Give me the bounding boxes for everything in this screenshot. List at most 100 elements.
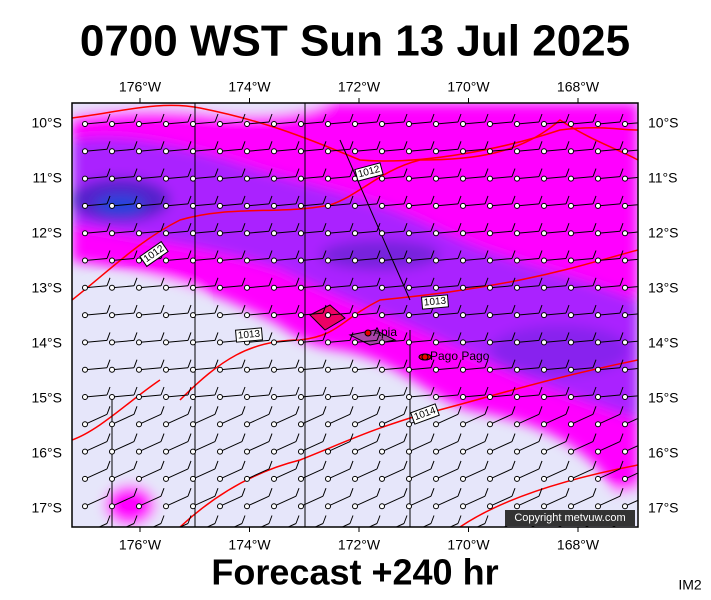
- barb-shaft: [597, 203, 621, 207]
- barb-shaft: [624, 286, 638, 289]
- barb-station: [298, 448, 304, 455]
- barb-station: [217, 257, 223, 264]
- barb-station: [109, 339, 115, 346]
- barb-flag: [268, 386, 273, 396]
- barb-station: [244, 475, 250, 482]
- barb-station: [541, 421, 547, 428]
- barb-station: [487, 202, 493, 209]
- barb-flag: [592, 141, 597, 150]
- barb-shaft: [327, 203, 351, 207]
- barb-shaft: [624, 313, 638, 316]
- barb-shaft: [408, 176, 432, 180]
- barb-shaft: [300, 394, 324, 398]
- barb-flag: [619, 460, 624, 470]
- barb-shaft: [543, 495, 567, 507]
- barb-shaft: [516, 285, 540, 289]
- barb-flag: [376, 515, 381, 524]
- barb-flag: [565, 168, 570, 177]
- barb-shaft: [273, 176, 297, 180]
- barb-flag: [457, 515, 462, 524]
- barb-shaft: [179, 523, 189, 527]
- barb-flag: [241, 168, 246, 177]
- barb-shaft: [246, 203, 270, 207]
- barb-station: [109, 421, 115, 428]
- barb-flag: [565, 359, 570, 368]
- barb-shaft: [84, 148, 108, 152]
- barb-shaft: [206, 523, 216, 527]
- barb-station: [487, 503, 493, 510]
- barb-shaft: [300, 468, 324, 480]
- barb-shaft: [84, 312, 108, 316]
- barb-shaft: [300, 367, 324, 371]
- barb-shaft: [597, 148, 621, 152]
- barb-station: [460, 366, 466, 373]
- barb-shaft: [354, 148, 378, 152]
- barb-flag: [187, 406, 192, 415]
- barb-station: [298, 202, 304, 209]
- lon-label: 174°W: [228, 537, 271, 553]
- barb-station: [244, 312, 250, 319]
- barb-station: [271, 366, 277, 373]
- barb-flag: [647, 406, 650, 414]
- barb-flag: [268, 250, 273, 259]
- barb-shaft: [462, 148, 486, 152]
- barb-flag: [619, 332, 624, 341]
- barb-shaft: [246, 495, 270, 507]
- barb-flag: [268, 113, 273, 123]
- barb-shaft: [273, 441, 297, 453]
- barb-shaft: [111, 367, 135, 371]
- barb-flag: [538, 113, 543, 123]
- barb-station: [352, 121, 358, 127]
- barb-flag: [430, 488, 435, 497]
- barb-station: [622, 175, 628, 182]
- barb-shaft: [381, 312, 405, 316]
- barb-flag: [187, 223, 192, 232]
- barb-flag: [160, 515, 165, 524]
- barb-shaft: [516, 413, 540, 425]
- barb-station: [515, 531, 520, 536]
- barb-station: [163, 339, 169, 346]
- barb-shaft: [435, 230, 459, 234]
- barb-flag: [619, 406, 624, 415]
- barb-station: [433, 175, 439, 182]
- barb-station: [433, 230, 439, 237]
- barb-flag: [538, 460, 543, 470]
- barb-flag: [160, 488, 165, 497]
- barb-shaft: [300, 312, 324, 316]
- barb-shaft: [354, 367, 378, 371]
- barb-station: [406, 475, 412, 482]
- barb-station: [163, 503, 169, 510]
- barb-shaft: [219, 148, 243, 152]
- barb-shaft: [408, 367, 432, 371]
- barb-shaft: [516, 121, 540, 125]
- barb-shaft: [597, 176, 621, 180]
- barb-station: [352, 312, 358, 319]
- lat-label: 14°S: [31, 335, 62, 351]
- barb-station: [82, 284, 88, 291]
- barb-flag: [295, 433, 300, 442]
- barb-flag: [133, 406, 138, 415]
- barb-flag: [592, 223, 597, 232]
- barb-shaft: [165, 121, 189, 125]
- barb-flag: [430, 433, 435, 442]
- barb-shaft: [165, 312, 189, 316]
- barb-flag: [647, 141, 650, 149]
- barb-flag: [511, 113, 516, 123]
- barb-station: [136, 503, 142, 510]
- lat-label: 17°S: [648, 500, 679, 516]
- barb-station: [352, 284, 358, 291]
- barb-station: [83, 531, 88, 536]
- barb-shaft: [435, 258, 459, 261]
- barb-station: [352, 394, 358, 400]
- barb-station: [542, 531, 547, 536]
- barb-station: [325, 202, 331, 209]
- barb-shaft: [300, 148, 324, 152]
- barb-flag: [295, 488, 300, 497]
- barb-shaft: [381, 121, 405, 125]
- barb-station: [163, 121, 169, 127]
- barb-shaft: [624, 340, 638, 343]
- barb-station: [460, 202, 466, 209]
- barb-flag: [457, 277, 462, 286]
- barb-station: [569, 531, 574, 536]
- lon-label: 172°W: [338, 537, 381, 553]
